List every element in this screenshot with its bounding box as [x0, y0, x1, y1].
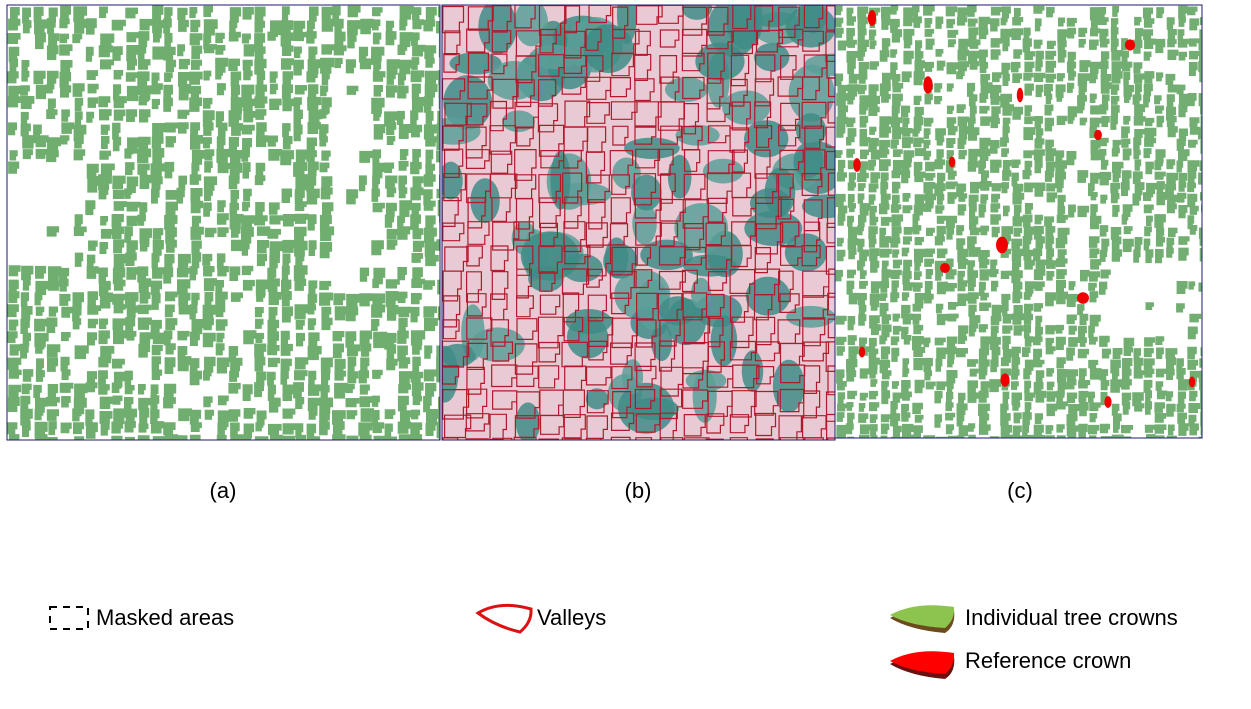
texture [440, 344, 476, 367]
legend-label: Individual tree crowns [965, 605, 1178, 630]
texture [949, 157, 955, 168]
texture [502, 110, 535, 132]
legend-label: Valleys [537, 605, 606, 630]
legend-icon-crowns [890, 605, 954, 628]
texture [562, 254, 603, 282]
panel-label: (c) [1007, 478, 1033, 503]
texture [1189, 376, 1195, 387]
texture [1104, 396, 1111, 408]
texture [1125, 39, 1135, 50]
texture [583, 24, 633, 73]
figure: (a) (b) (c) Masked areas Valleys Individ… [0, 0, 1251, 709]
texture [742, 350, 764, 392]
texture [1017, 88, 1023, 102]
texture [668, 155, 692, 199]
texture [923, 76, 932, 93]
panel-b-image [426, 0, 864, 470]
legend-icon-masked [50, 607, 88, 629]
texture [1077, 292, 1089, 304]
legend-icon-reference [890, 651, 954, 674]
texture [859, 347, 865, 358]
texture [940, 263, 950, 273]
legend-icon-valleys [478, 605, 531, 632]
legend-label: Reference crown [965, 648, 1131, 673]
panel-label: (b) [625, 478, 652, 503]
legend-label: Masked areas [96, 605, 234, 630]
texture [868, 10, 876, 26]
texture [586, 388, 608, 409]
texture [516, 402, 540, 442]
panel-a-image [7, 5, 452, 453]
panel-c-image [835, 5, 1212, 450]
panel-label: (a) [210, 478, 237, 503]
texture [703, 159, 744, 184]
texture [1094, 130, 1102, 140]
texture [1000, 373, 1009, 386]
texture [996, 237, 1008, 254]
texture [853, 158, 861, 172]
